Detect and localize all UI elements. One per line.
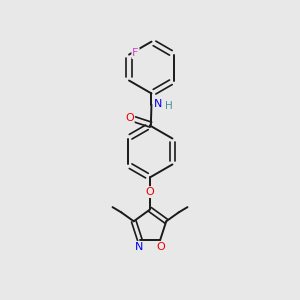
Text: N: N bbox=[135, 242, 143, 252]
Text: N: N bbox=[154, 99, 162, 109]
Text: F: F bbox=[132, 48, 139, 58]
Text: H: H bbox=[165, 100, 172, 110]
Text: O: O bbox=[125, 113, 134, 123]
Text: O: O bbox=[146, 187, 154, 197]
Text: O: O bbox=[157, 242, 165, 252]
